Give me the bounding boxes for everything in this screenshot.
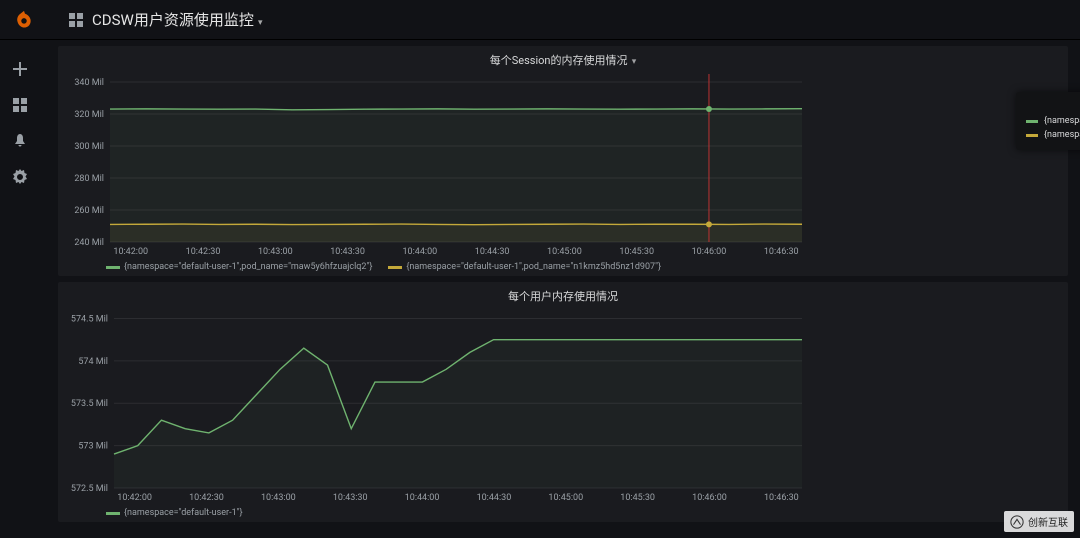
svg-text:300 Mil: 300 Mil bbox=[74, 142, 104, 152]
svg-text:10:46:00: 10:46:00 bbox=[692, 493, 727, 503]
dashboard-grid-icon[interactable] bbox=[68, 12, 84, 28]
panel-title-text: 每个用户内存使用情况 bbox=[508, 290, 618, 303]
svg-text:10:44:30: 10:44:30 bbox=[477, 493, 512, 503]
chart-legend: {namespace="default-user-1"} bbox=[66, 506, 1060, 518]
line-chart[interactable]: 240 Mil 260 Mil 280 Mil 300 Mil 320 Mil 340 M… bbox=[66, 70, 810, 260]
topbar: CDSW用户资源使用监控 ▾ bbox=[0, 0, 1080, 40]
dashboard-title[interactable]: CDSW用户资源使用监控 ▾ bbox=[92, 9, 263, 30]
sidebar bbox=[0, 40, 40, 538]
svg-text:10:46:00: 10:46:00 bbox=[692, 247, 727, 257]
svg-text:10:42:30: 10:42:30 bbox=[186, 247, 221, 257]
chevron-down-icon: ▾ bbox=[630, 57, 637, 67]
panel-title: 每个用户内存使用情况 bbox=[66, 286, 1060, 306]
svg-text:573 Mil: 573 Mil bbox=[78, 442, 108, 452]
svg-text:240 Mil: 240 Mil bbox=[74, 238, 104, 248]
svg-text:10:43:00: 10:43:00 bbox=[258, 247, 293, 257]
panel-user-memory: 每个用户内存使用情况 572.5 Mil 573 Mil 573.5 Mil 574 … bbox=[58, 282, 1068, 522]
legend-item[interactable]: {namespace="default-user-1"} bbox=[106, 508, 243, 518]
main-content: 每个Session的内存使用情况 ▾ 240 Mil 260 Mil 280 Mil… bbox=[40, 40, 1080, 538]
svg-text:10:43:30: 10:43:30 bbox=[330, 247, 365, 257]
svg-text:10:46:30: 10:46:30 bbox=[764, 247, 799, 257]
chart-area[interactable]: 572.5 Mil 573 Mil 573.5 Mil 574 Mil 574.5 Mi… bbox=[66, 306, 1060, 506]
svg-text:340 Mil: 340 Mil bbox=[74, 78, 104, 88]
panels-grid-icon[interactable] bbox=[11, 96, 29, 114]
bell-icon[interactable] bbox=[11, 132, 29, 150]
tooltip-row: {namespace="default-user-1",pod_name="n1… bbox=[1026, 129, 1080, 143]
dashboard-title-text: CDSW用户资源使用监控 bbox=[92, 11, 254, 29]
svg-text:572.5 Mil: 572.5 Mil bbox=[71, 484, 108, 494]
chart-area[interactable]: 240 Mil 260 Mil 280 Mil 300 Mil 320 Mil 340 M… bbox=[66, 70, 1060, 260]
line-chart[interactable]: 572.5 Mil 573 Mil 573.5 Mil 574 Mil 574.5 Mi… bbox=[66, 306, 810, 506]
svg-text:10:42:30: 10:42:30 bbox=[189, 493, 224, 503]
watermark: 创新互联 bbox=[1004, 511, 1074, 532]
chevron-down-icon: ▾ bbox=[256, 18, 263, 28]
svg-text:10:45:00: 10:45:00 bbox=[548, 493, 583, 503]
panel-title-text: 每个Session的内存使用情况 bbox=[490, 54, 628, 67]
gear-icon[interactable] bbox=[11, 168, 29, 186]
svg-text:574 Mil: 574 Mil bbox=[78, 357, 108, 367]
svg-text:10:46:30: 10:46:30 bbox=[764, 493, 799, 503]
tooltip-time: 2020-05-08 10:46:00 bbox=[1026, 100, 1080, 111]
svg-text:10:45:30: 10:45:30 bbox=[620, 493, 655, 503]
svg-text:10:43:00: 10:43:00 bbox=[261, 493, 296, 503]
svg-text:574.5 Mil: 574.5 Mil bbox=[71, 314, 108, 324]
legend-item[interactable]: {namespace="default-user-1",pod_name="ma… bbox=[106, 262, 372, 272]
svg-text:10:45:00: 10:45:00 bbox=[547, 247, 582, 257]
svg-text:10:42:00: 10:42:00 bbox=[113, 247, 148, 257]
chart-legend: {namespace="default-user-1",pod_name="ma… bbox=[66, 260, 1060, 272]
svg-text:10:42:00: 10:42:00 bbox=[117, 493, 152, 503]
grafana-logo-icon[interactable] bbox=[12, 8, 36, 32]
plus-icon[interactable] bbox=[11, 60, 29, 78]
svg-text:10:44:00: 10:44:00 bbox=[405, 493, 440, 503]
watermark-text: 创新互联 bbox=[1028, 514, 1068, 529]
svg-text:260 Mil: 260 Mil bbox=[74, 206, 104, 216]
watermark-icon bbox=[1010, 515, 1024, 529]
svg-text:280 Mil: 280 Mil bbox=[74, 174, 104, 184]
svg-text:10:43:30: 10:43:30 bbox=[333, 493, 368, 503]
svg-text:10:44:00: 10:44:00 bbox=[403, 247, 438, 257]
svg-text:10:44:30: 10:44:30 bbox=[475, 247, 510, 257]
svg-text:320 Mil: 320 Mil bbox=[74, 110, 104, 120]
hover-tooltip: 2020-05-08 10:46:00 {namespace="default-… bbox=[1016, 92, 1080, 150]
panel-session-memory: 每个Session的内存使用情况 ▾ 240 Mil 260 Mil 280 Mil… bbox=[58, 46, 1068, 276]
legend-item[interactable]: {namespace="default-user-1",pod_name="n1… bbox=[388, 262, 661, 272]
svg-text:573.5 Mil: 573.5 Mil bbox=[71, 399, 108, 409]
svg-text:10:45:30: 10:45:30 bbox=[619, 247, 654, 257]
tooltip-row: {namespace="default-user-1",pod_name="ma… bbox=[1026, 115, 1080, 129]
panel-title[interactable]: 每个Session的内存使用情况 ▾ bbox=[66, 50, 1060, 70]
